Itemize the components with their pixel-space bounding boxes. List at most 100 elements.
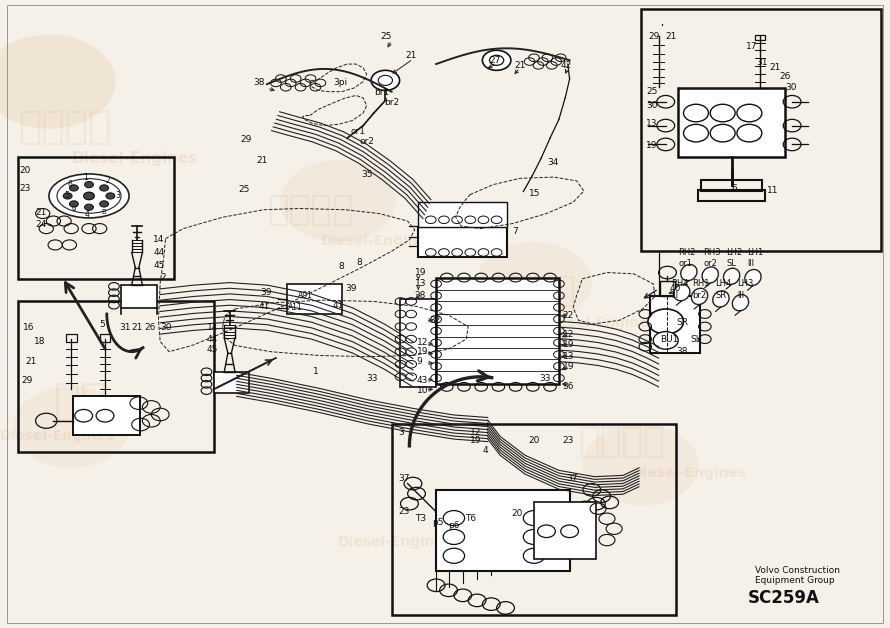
Text: Diesel-Engines: Diesel-Engines — [632, 466, 747, 480]
Text: 29: 29 — [21, 376, 33, 385]
Text: 21: 21 — [666, 32, 677, 41]
Bar — [678, 88, 785, 157]
Text: 44: 44 — [153, 248, 165, 257]
Text: 26: 26 — [780, 72, 791, 81]
Text: 12: 12 — [562, 330, 574, 338]
Text: 2: 2 — [105, 176, 109, 185]
Circle shape — [96, 409, 114, 422]
Bar — [18, 157, 174, 279]
Bar — [66, 334, 77, 342]
Text: 30: 30 — [785, 84, 797, 92]
Text: 5: 5 — [100, 320, 105, 328]
Bar — [100, 334, 110, 342]
Text: 动力: 动力 — [53, 381, 107, 423]
Circle shape — [523, 511, 545, 526]
Text: 8: 8 — [338, 262, 344, 271]
Text: Diesel-Engines: Diesel-Engines — [338, 535, 453, 550]
Bar — [73, 396, 140, 435]
Text: 37: 37 — [566, 474, 578, 483]
Circle shape — [84, 192, 94, 200]
Circle shape — [100, 185, 109, 191]
Text: Diesel-Engines: Diesel-Engines — [543, 315, 658, 330]
Text: B: B — [101, 209, 106, 215]
Text: br2: br2 — [692, 291, 707, 300]
Text: 紫发动力: 紫发动力 — [490, 274, 576, 308]
Bar — [641, 9, 881, 251]
Text: 30: 30 — [160, 323, 172, 332]
Text: p6: p6 — [449, 521, 460, 529]
Text: SC259A: SC259A — [748, 589, 820, 607]
Text: 8: 8 — [356, 258, 361, 267]
Text: 29: 29 — [240, 135, 252, 144]
Text: T6: T6 — [465, 514, 475, 523]
Circle shape — [63, 193, 72, 199]
Text: 19: 19 — [417, 347, 428, 356]
Text: or2: or2 — [703, 259, 717, 268]
Text: 22: 22 — [562, 311, 574, 320]
Circle shape — [0, 35, 116, 129]
Text: or1: or1 — [351, 127, 366, 136]
Text: 21: 21 — [25, 357, 36, 366]
Text: 21: 21 — [256, 156, 268, 165]
Text: 26: 26 — [144, 323, 156, 332]
Text: 10: 10 — [417, 386, 428, 395]
Ellipse shape — [692, 288, 708, 305]
Bar — [214, 372, 249, 393]
Bar — [701, 180, 762, 191]
Circle shape — [737, 104, 762, 122]
Text: SL: SL — [691, 335, 701, 344]
Circle shape — [710, 104, 735, 122]
Circle shape — [85, 204, 93, 210]
Circle shape — [106, 193, 115, 199]
Text: 4: 4 — [85, 210, 90, 219]
Text: 3pi: 3pi — [333, 78, 347, 87]
Text: LH2: LH2 — [726, 248, 742, 257]
Text: 23: 23 — [399, 507, 410, 516]
Text: 14: 14 — [206, 323, 218, 332]
Text: 39: 39 — [345, 284, 357, 293]
Text: 35: 35 — [361, 170, 373, 179]
Text: 19: 19 — [562, 340, 574, 349]
Text: br1: br1 — [374, 89, 389, 97]
Ellipse shape — [674, 284, 690, 301]
Text: 20: 20 — [529, 436, 540, 445]
Circle shape — [443, 511, 465, 526]
Circle shape — [13, 386, 129, 468]
Text: RH4: RH4 — [671, 279, 689, 288]
Bar — [418, 227, 507, 257]
Text: 21: 21 — [132, 323, 143, 332]
Text: T3: T3 — [415, 514, 425, 523]
Text: 43: 43 — [417, 376, 428, 385]
Text: SR: SR — [716, 291, 726, 300]
Bar — [650, 296, 700, 353]
Text: 38: 38 — [254, 78, 265, 87]
Text: 40: 40 — [669, 284, 681, 293]
Text: 14: 14 — [153, 236, 165, 244]
Circle shape — [69, 185, 78, 191]
Text: 13: 13 — [415, 279, 426, 288]
Text: RH3: RH3 — [703, 248, 721, 257]
Text: 44: 44 — [206, 335, 218, 344]
Text: lll: lll — [671, 291, 678, 300]
Text: lll: lll — [737, 291, 744, 300]
Bar — [392, 424, 676, 615]
Text: 紫发动力: 紫发动力 — [18, 108, 111, 146]
Text: 5: 5 — [64, 192, 69, 200]
Text: 21: 21 — [769, 63, 781, 72]
Text: RH2: RH2 — [678, 248, 696, 257]
Text: Diesel-Engines: Diesel-Engines — [320, 234, 435, 248]
Text: 6: 6 — [732, 184, 737, 193]
Text: 11: 11 — [767, 187, 779, 195]
Text: A01: A01 — [298, 291, 313, 300]
Bar — [418, 202, 507, 227]
Text: 21: 21 — [514, 61, 526, 70]
Circle shape — [583, 424, 699, 506]
Circle shape — [523, 548, 545, 563]
Text: 1: 1 — [313, 367, 319, 376]
Circle shape — [476, 242, 592, 323]
Text: 12: 12 — [470, 428, 481, 436]
Text: 45: 45 — [153, 261, 165, 269]
Bar — [660, 281, 675, 296]
Text: LH1: LH1 — [748, 248, 764, 257]
Text: 38: 38 — [676, 347, 688, 356]
